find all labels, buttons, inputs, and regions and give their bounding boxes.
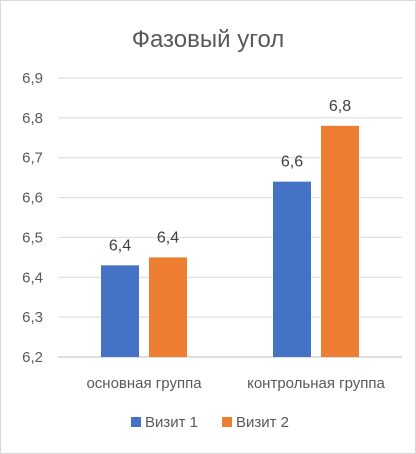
data-label: 6,4 bbox=[109, 237, 131, 254]
y-tick-label: 6,2 bbox=[22, 349, 43, 366]
chart-title: Фазовый угол bbox=[132, 26, 285, 53]
data-labels: 6,4 6,4 6,6 6,8 bbox=[109, 98, 351, 254]
category-label: контрольная группа bbox=[247, 375, 385, 392]
legend: Визит 1 Визит 2 bbox=[131, 414, 289, 431]
category-label: основная группа bbox=[86, 375, 202, 392]
y-tick-label: 6,4 bbox=[22, 269, 43, 286]
y-axis-ticks: 6,2 6,3 6,4 6,5 6,6 6,7 6,8 6,9 bbox=[22, 70, 43, 366]
category-labels: основная группа контрольная группа bbox=[86, 375, 385, 392]
y-tick-label: 6,5 bbox=[22, 229, 43, 246]
data-label: 6,6 bbox=[281, 154, 303, 171]
y-tick-label: 6,9 bbox=[22, 70, 43, 87]
data-label: 6,8 bbox=[329, 98, 351, 115]
bars bbox=[101, 125, 359, 357]
bar-1-2 bbox=[273, 181, 311, 357]
y-tick-label: 6,8 bbox=[22, 110, 43, 127]
y-tick-label: 6,7 bbox=[22, 150, 43, 167]
legend-swatch bbox=[222, 417, 232, 427]
bar-1-1 bbox=[101, 265, 139, 357]
legend-label: Визит 1 bbox=[145, 414, 198, 431]
legend-label: Визит 2 bbox=[236, 414, 289, 431]
data-label: 6,4 bbox=[157, 229, 179, 246]
legend-swatch bbox=[131, 417, 141, 427]
y-tick-label: 6,3 bbox=[22, 309, 43, 326]
y-tick-label: 6,6 bbox=[22, 190, 43, 207]
bar-2-2 bbox=[321, 125, 359, 357]
bar-2-1 bbox=[149, 257, 187, 357]
